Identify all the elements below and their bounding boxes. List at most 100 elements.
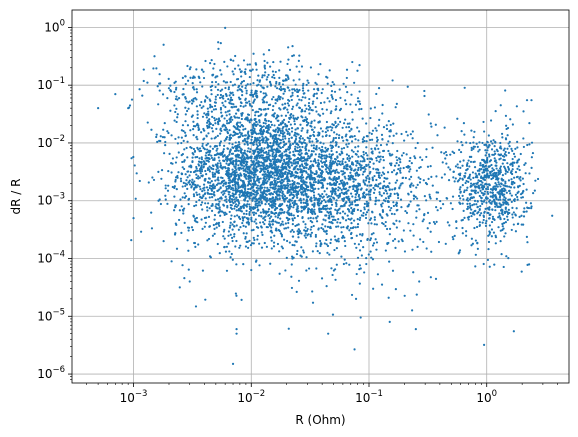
data-point [270, 239, 273, 242]
data-point [287, 184, 290, 187]
data-point [219, 153, 222, 156]
data-point [238, 98, 241, 101]
data-point [208, 192, 212, 196]
data-point [169, 89, 172, 92]
data-point [273, 179, 276, 182]
data-point [281, 138, 284, 141]
data-point [401, 182, 404, 185]
data-point [195, 88, 198, 91]
data-point [493, 157, 496, 160]
data-point [274, 128, 278, 131]
data-point [201, 190, 204, 193]
data-point [461, 226, 464, 230]
data-point [461, 184, 464, 187]
data-point [301, 127, 304, 130]
data-point [274, 211, 277, 215]
data-point [334, 136, 338, 140]
data-point [380, 194, 383, 197]
data-point [288, 89, 291, 92]
data-point [218, 159, 221, 162]
data-point [292, 150, 295, 153]
data-point [212, 168, 215, 171]
data-point [312, 100, 315, 103]
data-point [253, 136, 257, 139]
data-point [314, 153, 317, 156]
data-point [235, 105, 238, 108]
data-point [275, 160, 278, 163]
data-point [274, 184, 278, 187]
data-point [206, 167, 210, 170]
data-point [256, 137, 259, 140]
data-point [231, 84, 235, 87]
data-point [261, 168, 264, 171]
data-point [308, 137, 311, 140]
data-point [299, 197, 302, 200]
data-point [264, 210, 267, 214]
data-point [327, 167, 330, 170]
data-point [393, 188, 396, 191]
data-point [238, 168, 241, 172]
data-point [276, 198, 279, 201]
data-point [204, 197, 207, 200]
data-point [213, 172, 217, 175]
data-point [494, 202, 497, 205]
data-point [339, 120, 342, 123]
data-point [346, 168, 349, 171]
data-point [187, 107, 190, 110]
data-point [278, 197, 281, 201]
data-point [507, 151, 510, 154]
data-point [278, 211, 282, 214]
data-point [312, 130, 316, 134]
data-point [476, 218, 479, 221]
data-point [255, 143, 258, 146]
data-point [292, 214, 295, 217]
data-point [361, 173, 364, 176]
data-point [265, 177, 268, 180]
data-point [511, 172, 514, 176]
data-point [274, 153, 278, 156]
data-point [321, 130, 324, 133]
data-point [342, 167, 346, 170]
data-point [488, 213, 491, 217]
data-point [300, 209, 303, 212]
data-point [490, 195, 494, 198]
data-point [258, 119, 261, 122]
data-point [325, 238, 328, 242]
data-point [260, 246, 264, 249]
data-point [207, 153, 210, 157]
data-point [490, 235, 493, 238]
data-point [490, 177, 493, 181]
data-point [265, 78, 268, 81]
data-point [311, 221, 314, 224]
data-point [403, 250, 407, 253]
data-point [205, 135, 208, 138]
data-point [261, 98, 264, 101]
data-point [427, 113, 430, 116]
data-point [292, 230, 295, 233]
data-point [244, 87, 247, 90]
data-point [272, 115, 276, 118]
data-point [211, 147, 215, 150]
data-point [229, 136, 233, 140]
data-point [470, 244, 473, 247]
data-point [255, 120, 258, 124]
data-point [274, 170, 277, 173]
data-point [229, 80, 232, 84]
data-point [285, 176, 288, 179]
data-point [229, 133, 232, 136]
data-point [399, 161, 402, 164]
data-point [160, 177, 163, 180]
data-point [256, 146, 259, 149]
data-point [320, 160, 323, 163]
data-point [494, 209, 497, 212]
data-point [262, 208, 265, 211]
data-point [400, 238, 403, 241]
data-point [282, 223, 285, 226]
data-point [373, 174, 376, 178]
scatter-points [97, 26, 554, 365]
data-point [365, 176, 368, 179]
data-point [487, 211, 490, 215]
data-point [244, 72, 247, 75]
data-point [207, 132, 210, 135]
data-point [279, 146, 282, 150]
